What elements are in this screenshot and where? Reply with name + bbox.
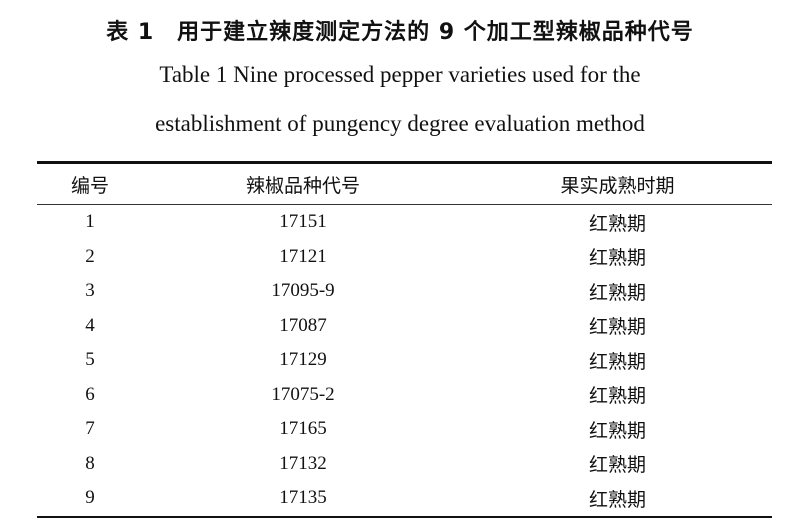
table-row: 9 17135 红熟期 bbox=[37, 481, 772, 517]
header-maturity-stage: 果实成熟时期 bbox=[560, 174, 675, 197]
table-row: 5 17129 红熟期 bbox=[37, 343, 772, 378]
pepper-varieties-table: 编号 辣椒品种代号 果实成熟时期 1 17151 红熟期 2 17121 红熟期 3 1709… bbox=[37, 161, 772, 518]
cell-variety-code: 17087 bbox=[279, 314, 327, 336]
cell-number: 7 bbox=[85, 418, 95, 440]
cell-variety-code: 17129 bbox=[279, 349, 327, 371]
table-title-english-line-1: Table 1 Nine processed pepper varieties … bbox=[159, 62, 641, 87]
cell-maturity-stage: 红熟期 bbox=[588, 350, 646, 373]
table-row: 4 17087 红熟期 bbox=[37, 309, 772, 344]
cell-number: 1 bbox=[85, 211, 95, 233]
cell-variety-code: 17151 bbox=[279, 211, 327, 233]
cell-maturity-stage: 红熟期 bbox=[588, 419, 646, 442]
cell-number: 4 bbox=[85, 314, 95, 336]
cell-maturity-stage: 红熟期 bbox=[588, 247, 646, 270]
table-row: 8 17132 红熟期 bbox=[37, 447, 772, 482]
cell-number: 8 bbox=[85, 452, 95, 474]
header-number: 编号 bbox=[70, 174, 109, 197]
cell-variety-code: 17135 bbox=[279, 487, 327, 509]
cell-variety-code: 17095-9 bbox=[271, 280, 335, 302]
cell-maturity-stage: 红熟期 bbox=[588, 281, 646, 304]
cell-maturity-stage: 红熟期 bbox=[588, 385, 646, 408]
table-row: 3 17095-9 红熟期 bbox=[37, 274, 772, 309]
cell-number: 6 bbox=[85, 383, 95, 405]
table-row: 1 17151 红熟期 bbox=[37, 205, 772, 240]
table-row: 2 17121 红熟期 bbox=[37, 240, 772, 275]
cell-variety-code: 17075-2 bbox=[271, 383, 335, 405]
table-header-row: 编号 辣椒品种代号 果实成熟时期 bbox=[37, 162, 772, 205]
cell-variety-code: 17132 bbox=[279, 452, 327, 474]
cell-number: 5 bbox=[85, 349, 95, 371]
cell-maturity-stage: 红熟期 bbox=[588, 212, 646, 235]
cell-number: 2 bbox=[85, 245, 95, 267]
table-title-english-line-2: establishment of pungency degree evaluat… bbox=[155, 111, 645, 136]
table-row: 6 17075-2 红熟期 bbox=[37, 378, 772, 413]
cell-number: 3 bbox=[85, 280, 95, 302]
cell-maturity-stage: 红熟期 bbox=[588, 316, 646, 339]
cell-variety-code: 17121 bbox=[279, 245, 327, 267]
table-row: 7 17165 红熟期 bbox=[37, 412, 772, 447]
header-variety-code: 辣椒品种代号 bbox=[245, 174, 360, 197]
cell-variety-code: 17165 bbox=[279, 418, 327, 440]
cell-maturity-stage: 红熟期 bbox=[588, 454, 646, 477]
cell-number: 9 bbox=[85, 487, 95, 509]
table-title-chinese: 表 1 用于建立辣度测定方法的 9 个加工型辣椒品种代号 bbox=[106, 20, 694, 45]
cell-maturity-stage: 红熟期 bbox=[588, 488, 646, 511]
